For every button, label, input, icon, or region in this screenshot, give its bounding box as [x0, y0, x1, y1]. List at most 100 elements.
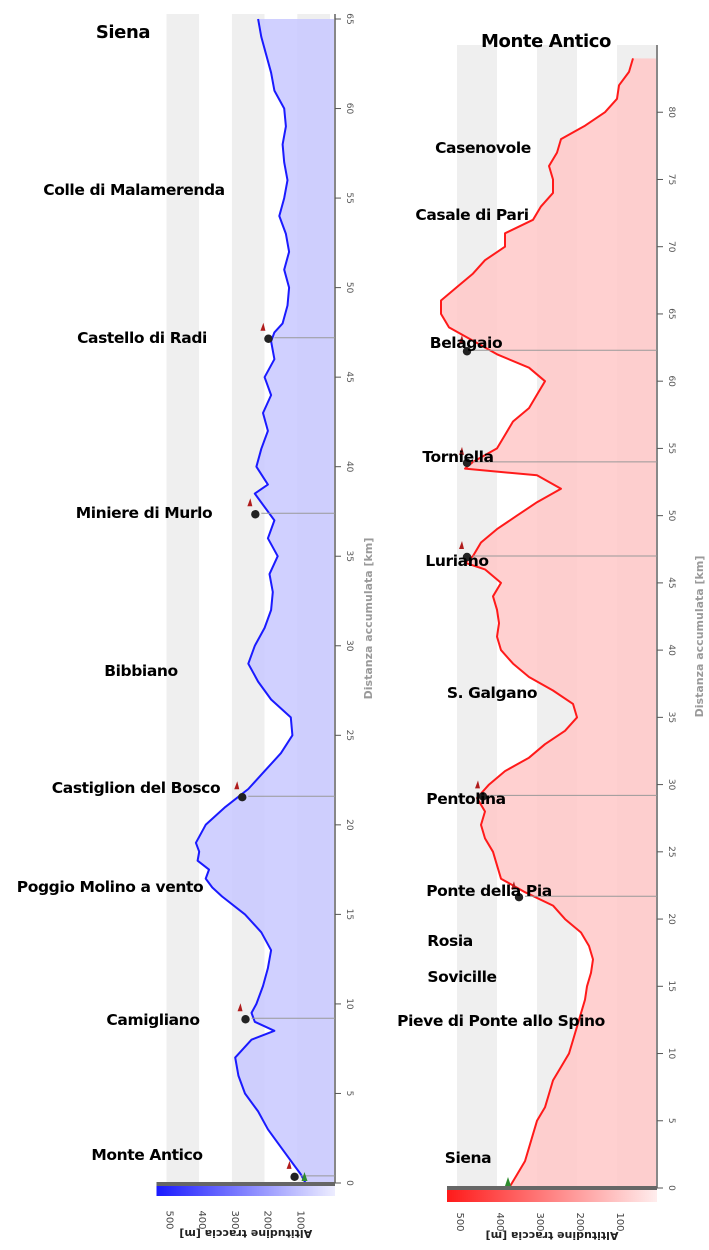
waypoint-marker-icon	[462, 552, 472, 562]
place-label: Sovicille	[427, 968, 496, 986]
start-flag-icon	[301, 1172, 308, 1181]
place-label: Colle di Malamerenda	[43, 181, 224, 199]
km-tick-label: 0	[344, 1180, 354, 1186]
altitude-colour-bar	[447, 1190, 657, 1202]
km-tick-label: 35	[344, 551, 354, 562]
place-label: Miniere di Murlo	[76, 504, 213, 522]
km-tick-label: 50	[344, 282, 354, 294]
waypoint-marker-icon	[264, 334, 273, 343]
place-label: Castiglion del Bosco	[52, 779, 220, 797]
altitude-band	[457, 45, 497, 1188]
start-flag-icon	[505, 1177, 511, 1186]
waypoint-flag-icon	[237, 1003, 243, 1012]
km-tick-label: 25	[666, 846, 676, 857]
altitude-axis-label: Altitudine traccia [m]	[179, 1227, 312, 1240]
km-tick-label: 75	[666, 174, 676, 185]
altitude-band	[231, 14, 265, 1183]
altitude-bar-edge	[447, 1186, 657, 1190]
km-tick-label: 15	[344, 909, 354, 920]
place-label: Poggio Molino a vento	[17, 878, 204, 896]
altitude-tick-label: 500	[164, 1210, 175, 1229]
km-tick-label: 5	[666, 1118, 676, 1124]
distance-axis-label: Distanza accumulata [km]	[693, 556, 706, 718]
distance-axis-label: Distanza accumulata [km]	[362, 538, 375, 700]
altitude-axis-label: Altitudine traccia [m]	[486, 1229, 619, 1242]
altitude-tick-label: 100	[614, 1212, 625, 1231]
km-tick-label: 45	[666, 577, 676, 588]
km-tick-label: 30	[666, 779, 676, 791]
altitude-tick-label: 100	[294, 1210, 305, 1229]
km-tick-label: 20	[666, 913, 676, 925]
waypoint-marker-icon	[462, 458, 472, 468]
km-tick-label: 5	[344, 1091, 354, 1097]
km-tick-label: 10	[344, 998, 354, 1010]
waypoint-marker-icon	[251, 510, 260, 519]
km-tick-label: 10	[666, 1048, 676, 1060]
place-label: Pieve di Ponte allo Spino	[397, 1012, 605, 1030]
km-tick-label: 40	[666, 644, 676, 656]
altitude-tick-label: 500	[454, 1212, 465, 1231]
elevation-line	[194, 18, 307, 1184]
km-tick-label: 15	[666, 981, 676, 992]
altitude-colour-bar	[156, 1186, 335, 1196]
blue-profile-chart: 0 5 10 15 20 25 30 35 40 45 50 55 60 65 Distanza accum…	[17, 13, 375, 1240]
place-label: Torniella	[422, 448, 493, 466]
waypoint-flag-icon	[260, 322, 266, 331]
km-tick-label: 40	[344, 461, 354, 473]
km-tick-label: 30	[344, 640, 354, 652]
waypoint-flag-icon	[511, 881, 516, 890]
waypoint-flag-icon	[286, 1160, 292, 1169]
altitude-bar-edge	[156, 1182, 335, 1186]
altitude-tick-label: 300	[534, 1212, 545, 1231]
place-label: Belagaio	[430, 334, 502, 352]
km-tick-label: 80	[666, 107, 676, 119]
km-tick-label: 65	[344, 13, 354, 24]
waypoint-marker-icon	[241, 1015, 250, 1024]
elevation-area	[441, 58, 657, 1188]
place-label: Castello di Radi	[77, 329, 207, 347]
altitude-tick-label: 200	[262, 1210, 273, 1229]
place-label: Monte Antico	[481, 31, 611, 52]
km-tick-label: 70	[666, 241, 676, 253]
km-tick-label: 60	[666, 375, 676, 387]
place-label: Rosia	[427, 932, 473, 950]
altitude-band	[199, 14, 232, 1183]
place-label: Luriano	[425, 552, 488, 570]
waypoint-flag-icon	[234, 781, 240, 790]
elevation-area	[195, 19, 335, 1183]
red-profile-chart: 0 5 10 15 20 25 30 35 40 45 50 55 60 65 70 75 80 Distanza…	[397, 31, 706, 1242]
waypoint-flag-icon	[459, 446, 464, 455]
km-tick-label: 25	[344, 730, 354, 741]
waypoint-flag-icon	[475, 780, 480, 789]
place-label: Pentolina	[426, 790, 506, 808]
km-tick-label: 65	[666, 308, 676, 319]
place-label: S. Galgano	[447, 684, 537, 702]
km-tick-label: 60	[344, 103, 354, 115]
place-label: Monte Antico	[91, 1146, 202, 1164]
km-tick-label: 55	[344, 192, 354, 203]
waypoint-flag-icon	[459, 335, 464, 344]
place-label: Casale di Pari	[415, 206, 528, 224]
waypoint-marker-icon	[478, 792, 488, 801]
altitude-tick-label: 400	[196, 1210, 207, 1229]
km-tick-label: 0	[666, 1185, 676, 1191]
place-label: Siena	[96, 22, 150, 43]
altitude-tick-label: 200	[574, 1212, 585, 1231]
place-label: Ponte della Pia	[426, 882, 552, 900]
elevation-line	[440, 58, 634, 1189]
waypoint-flag-icon	[459, 540, 464, 549]
km-tick-label: 45	[344, 371, 354, 382]
km-tick-label: 50	[666, 510, 676, 522]
altitude-tick-label: 400	[494, 1212, 505, 1231]
altitude-band	[166, 14, 200, 1183]
place-label: Casenovole	[435, 139, 531, 157]
waypoint-marker-icon	[514, 892, 524, 902]
place-label: Camigliano	[106, 1011, 199, 1029]
place-label: Siena	[445, 1149, 491, 1167]
waypoint-flag-icon	[247, 498, 253, 507]
place-label: Bibbiano	[104, 662, 178, 680]
km-tick-label: 20	[344, 819, 354, 831]
altitude-tick-label: 300	[229, 1210, 240, 1229]
km-tick-label: 35	[666, 712, 676, 723]
